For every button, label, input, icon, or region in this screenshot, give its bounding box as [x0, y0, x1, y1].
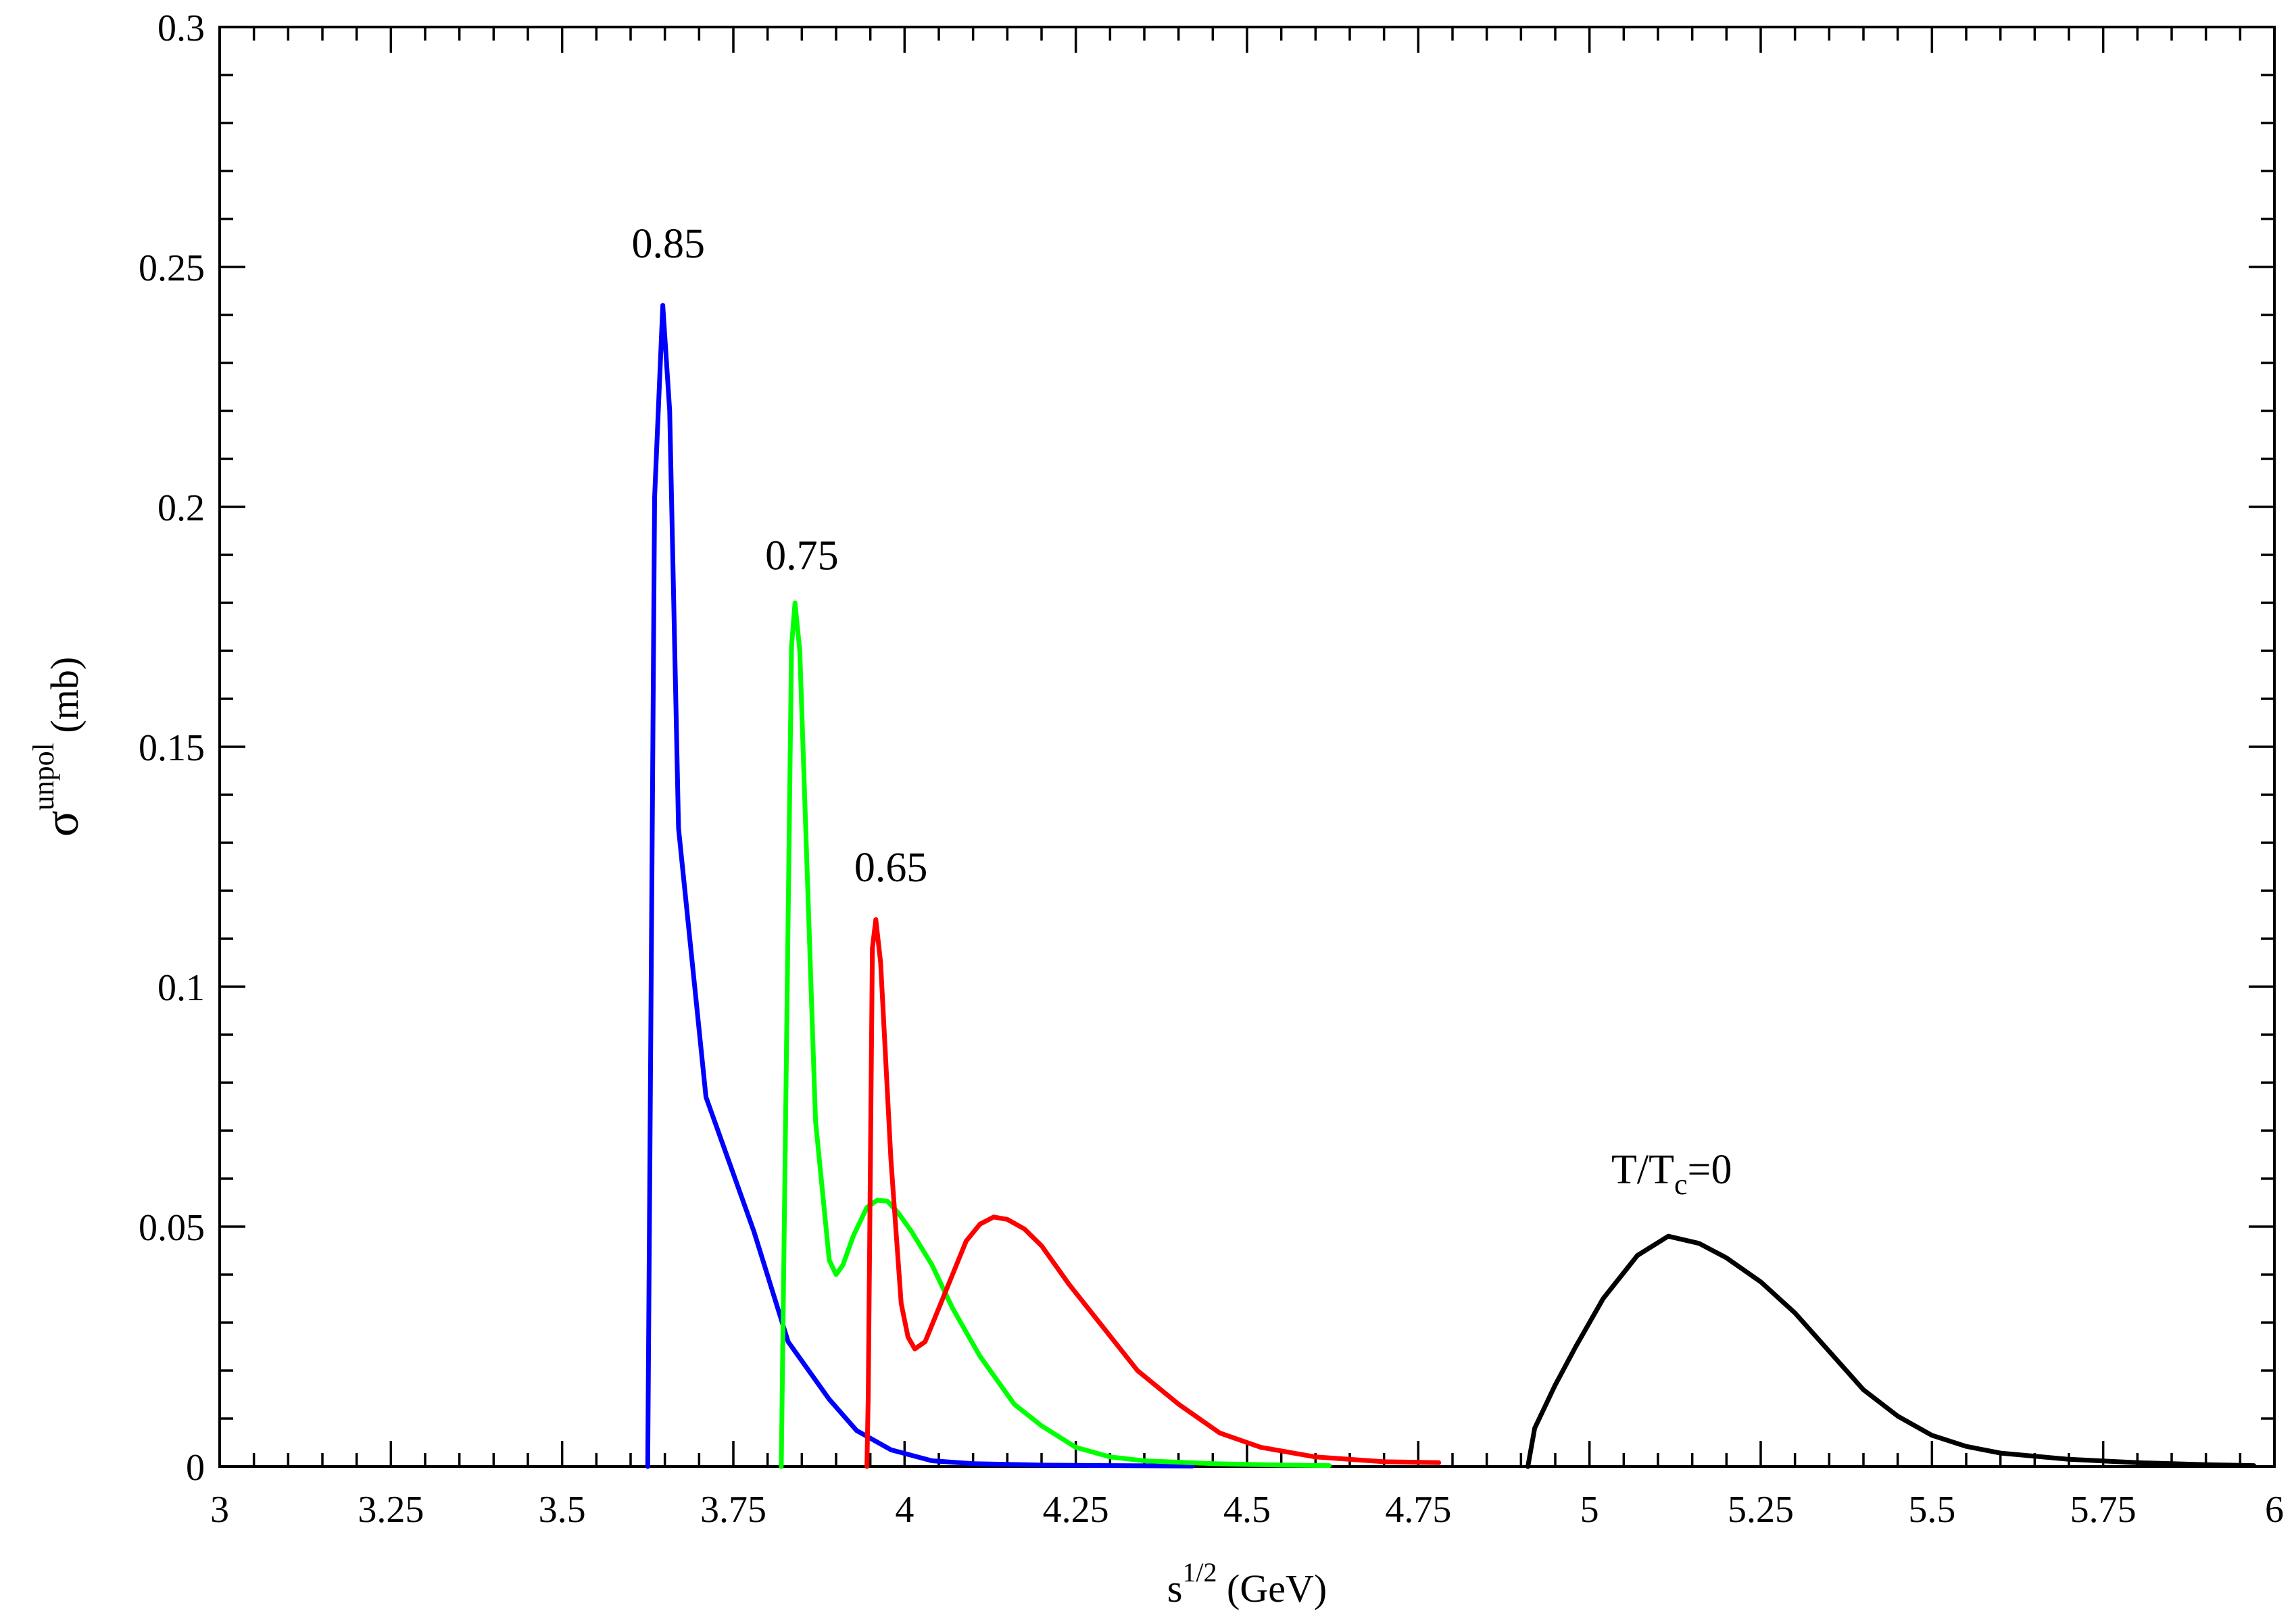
series-line-3 [864, 917, 1442, 1469]
annotation-text: T/T [1611, 1147, 1674, 1193]
x-tick-label: 4.5 [1223, 1489, 1271, 1531]
series-line-4 [1526, 1233, 2257, 1469]
x-tick-label: 4.25 [1043, 1489, 1109, 1531]
series-layer [645, 303, 2257, 1469]
x-tick-label: 3.75 [700, 1489, 766, 1531]
y-tick-label: 0.3 [157, 7, 205, 49]
x-tick-label: 5.75 [2070, 1489, 2137, 1531]
x-tick-label: 3.25 [358, 1489, 424, 1531]
y-axis-title: σunpol (mb) [27, 657, 89, 837]
y-axis-title-rest: (mb) [43, 657, 87, 743]
y-tick-label: 0.15 [139, 727, 205, 769]
annotation-text: 0.65 [854, 845, 928, 891]
y-axis-ticks: 0 0.05 0.1 0.15 0.2 0.25 0.3 [139, 7, 2274, 1489]
x-tick-label: 4 [895, 1489, 914, 1531]
y-axis-title-sup: unpol [27, 743, 60, 810]
series-annotation: 0.85 [631, 221, 705, 267]
annotation-subscript: c [1674, 1168, 1688, 1201]
x-tick-label: 4.75 [1385, 1489, 1451, 1531]
series-annotation: 0.65 [854, 845, 928, 891]
x-axis-title-sup: 1/2 [1182, 1557, 1217, 1588]
series-line-1 [645, 303, 1195, 1469]
annotation-layer: 0.85 0.75 0.65 T/Tc=0 [631, 221, 1732, 1201]
x-axis-ticks: 3 3.25 3.5 3.75 4 4.25 4.5 4.75 5 5.25 5.5 5.75 6 [210, 27, 2284, 1531]
x-axis-title-rest: (GeV) [1217, 1567, 1327, 1610]
x-tick-label: 5.25 [1728, 1489, 1794, 1531]
x-tick-label: 5 [1580, 1489, 1599, 1531]
x-tick-label: 3.5 [539, 1489, 586, 1531]
x-tick-label: 3 [210, 1489, 229, 1531]
y-tick-label: 0.2 [157, 487, 205, 529]
x-tick-label: 5.5 [1908, 1489, 1955, 1531]
series-line-2 [779, 600, 1332, 1469]
annotation-suffix: =0 [1688, 1147, 1732, 1193]
y-tick-label: 0 [186, 1447, 205, 1489]
y-tick-label: 0.05 [139, 1207, 205, 1249]
x-axis-title: s1/2 (GeV) [1167, 1557, 1327, 1610]
series-annotation: 0.75 [765, 533, 839, 579]
x-axis-title-base: s [1167, 1567, 1183, 1610]
y-tick-label: 0.1 [157, 967, 205, 1009]
plot-frame [218, 26, 2276, 1468]
x-tick-label: 6 [2265, 1489, 2284, 1531]
y-tick-label: 0.25 [139, 247, 205, 289]
y-axis-title-base: σ [34, 810, 89, 837]
series-annotation: T/Tc=0 [1611, 1147, 1732, 1201]
annotation-text: 0.75 [765, 533, 839, 579]
annotation-text: 0.85 [631, 221, 705, 267]
